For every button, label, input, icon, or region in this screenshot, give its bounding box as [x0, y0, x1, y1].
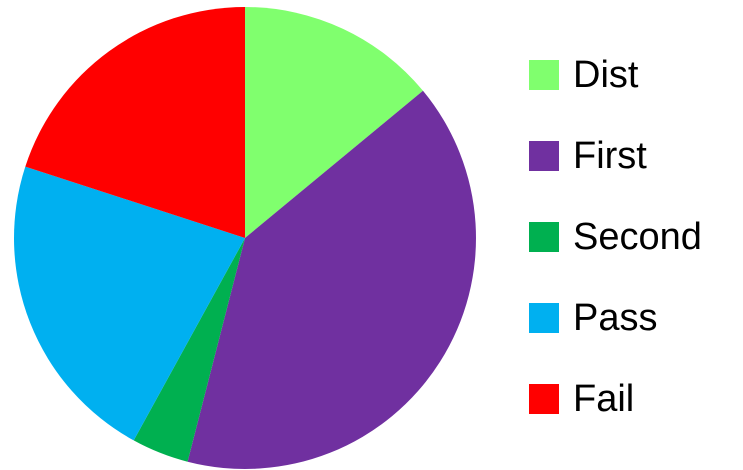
- legend-item-first: First: [529, 135, 647, 177]
- legend: Dist First Second Pass Fail: [529, 54, 702, 420]
- legend-label-first: First: [573, 135, 647, 177]
- pie-slice-pass: [14, 166, 245, 441]
- legend-item-dist: Dist: [529, 54, 639, 96]
- pie-slices: [14, 7, 476, 469]
- legend-label-fail: Fail: [573, 378, 634, 420]
- legend-item-pass: Pass: [529, 297, 657, 339]
- legend-item-second: Second: [529, 216, 702, 258]
- legend-label-second: Second: [573, 216, 702, 258]
- legend-swatch-second: [529, 222, 559, 252]
- legend-swatch-fail: [529, 384, 559, 414]
- legend-swatch-pass: [529, 303, 559, 333]
- legend-swatch-dist: [529, 60, 559, 90]
- pie-slice-second: [133, 238, 245, 462]
- legend-label-dist: Dist: [573, 54, 639, 96]
- pie-slice-fail: [25, 7, 246, 238]
- legend-swatch-first: [529, 141, 559, 171]
- legend-label-pass: Pass: [573, 297, 657, 339]
- pie-slice-dist: [245, 7, 423, 238]
- pie-slice-first: [187, 90, 476, 469]
- legend-item-fail: Fail: [529, 378, 634, 420]
